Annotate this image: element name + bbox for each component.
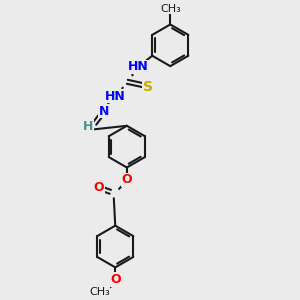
Text: O: O bbox=[110, 273, 121, 286]
Text: CH₃: CH₃ bbox=[160, 4, 181, 14]
Text: S: S bbox=[143, 80, 153, 94]
Text: N: N bbox=[99, 105, 109, 118]
Text: HN: HN bbox=[128, 60, 149, 73]
Text: O: O bbox=[122, 173, 132, 186]
Text: H: H bbox=[83, 120, 93, 133]
Text: O: O bbox=[93, 181, 104, 194]
Text: CH₃: CH₃ bbox=[89, 287, 110, 297]
Text: HN: HN bbox=[105, 90, 125, 103]
